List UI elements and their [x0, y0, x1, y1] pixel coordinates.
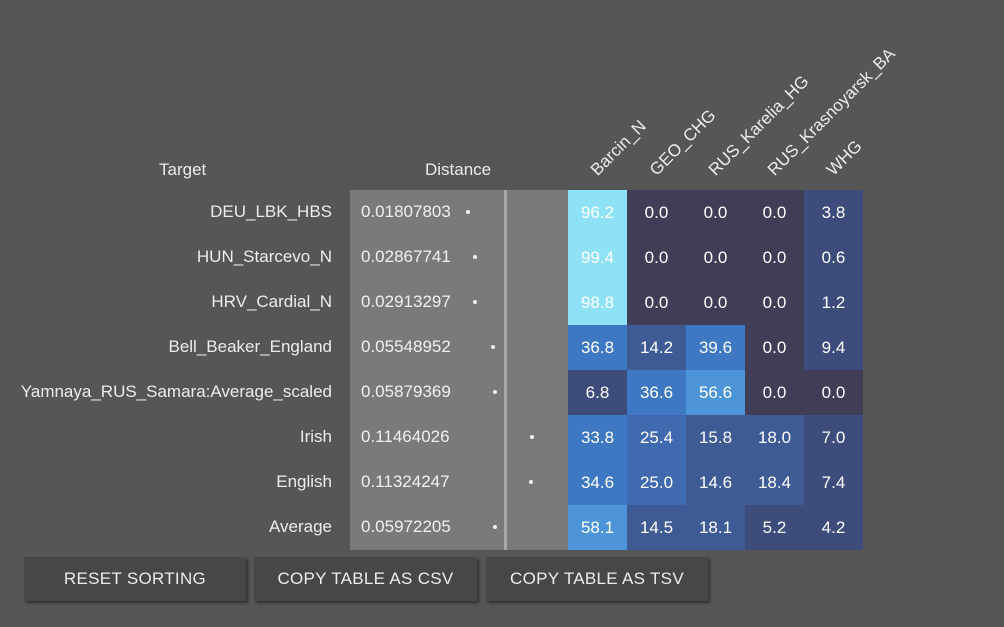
ancestry-cell: 0.0: [804, 370, 863, 415]
ancestry-cell: 4.2: [804, 505, 863, 550]
distance-marker: [473, 300, 478, 304]
row-distance-value: 0.05972205: [361, 517, 451, 536]
ancestry-cell: 0.0: [745, 235, 804, 280]
ancestry-cell: 1.2: [804, 280, 863, 325]
ancestry-cell: 0.0: [745, 370, 804, 415]
distance-marker: [529, 435, 534, 439]
distance-marker: [528, 480, 533, 484]
row-distance-value: 0.02867741: [361, 247, 451, 266]
ancestry-cell: 36.8: [568, 325, 627, 370]
distance-marker: [493, 525, 498, 529]
ancestry-cell: 0.6: [804, 235, 863, 280]
distance-marker: [492, 390, 497, 394]
ancestry-cell: 96.2: [568, 190, 627, 235]
ancestry-cell: 0.0: [745, 190, 804, 235]
ancestry-cell: 5.2: [745, 505, 804, 550]
ancestry-cell: 25.4: [627, 415, 686, 460]
ancestry-cell: 18.0: [745, 415, 804, 460]
row-target-label: Yamnaya_RUS_Samara:Average_scaled: [20, 382, 332, 401]
ancestry-cell: 56.6: [686, 370, 745, 415]
ancestry-cell: 25.0: [627, 460, 686, 505]
ancestry-cell: 34.6: [568, 460, 627, 505]
ancestry-cell: 0.0: [627, 235, 686, 280]
row-target-label: HUN_Starcevo_N: [196, 247, 332, 266]
ancestry-cell: 6.8: [568, 370, 627, 415]
distance-header[interactable]: Distance: [425, 160, 492, 179]
row-target-label: Irish: [299, 427, 332, 446]
distance-reference-line: [504, 190, 507, 550]
row-target-label: HRV_Cardial_N: [211, 292, 332, 311]
row-target-label: Average: [268, 517, 332, 536]
ancestry-cell: 14.5: [627, 505, 686, 550]
ancestry-cell: 36.6: [627, 370, 686, 415]
ancestry-cell: 3.8: [804, 190, 863, 235]
row-distance-value: 0.11464026: [361, 427, 450, 446]
row-target-label: DEU_LBK_HBS: [210, 202, 332, 221]
row-distance-value: 0.01807803: [361, 202, 451, 221]
ancestry-cell: 99.4: [568, 235, 627, 280]
column-header-0[interactable]: Barcin_N: [586, 116, 650, 180]
column-header-2[interactable]: RUS_Karelia_HG: [704, 71, 813, 180]
ancestry-cell: 58.1: [568, 505, 627, 550]
ancestry-cell: 98.8: [568, 280, 627, 325]
copy-csv-button[interactable]: COPY TABLE AS CSV: [254, 557, 477, 601]
ancestry-cell: 14.2: [627, 325, 686, 370]
distance-column-background: [350, 190, 568, 550]
ancestry-cell: 0.0: [745, 325, 804, 370]
row-distance-value: 0.02913297: [361, 292, 451, 311]
row-target-label: English: [276, 472, 332, 491]
target-header[interactable]: Target: [159, 160, 207, 179]
ancestry-cell: 0.0: [686, 280, 745, 325]
ancestry-cell: 0.0: [627, 280, 686, 325]
ancestry-cell: 33.8: [568, 415, 627, 460]
column-header-4[interactable]: WHG: [822, 136, 866, 180]
ancestry-cell: 0.0: [627, 190, 686, 235]
row-distance-value: 0.05548952: [361, 337, 451, 356]
ancestry-cell: 0.0: [686, 235, 745, 280]
distance-marker: [472, 255, 477, 259]
row-target-label: Bell_Beaker_England: [168, 337, 332, 356]
ancestry-cell: 39.6: [686, 325, 745, 370]
ancestry-cell: 0.0: [745, 280, 804, 325]
ancestry-cell: 15.8: [686, 415, 745, 460]
ancestry-cell: 0.0: [686, 190, 745, 235]
ancestry-cell: 14.6: [686, 460, 745, 505]
distance-marker: [466, 210, 470, 214]
reset-sorting-button[interactable]: RESET SORTING: [24, 557, 246, 601]
ancestry-cell: 7.0: [804, 415, 863, 460]
ancestry-cell: 7.4: [804, 460, 863, 505]
row-distance-value: 0.05879369: [361, 382, 451, 401]
row-distance-value: 0.11324247: [361, 472, 450, 491]
ancestry-cell: 18.1: [686, 505, 745, 550]
distance-marker: [490, 345, 495, 349]
ancestry-cell: 18.4: [745, 460, 804, 505]
copy-tsv-button[interactable]: COPY TABLE AS TSV: [486, 557, 708, 601]
ancestry-cell: 9.4: [804, 325, 863, 370]
